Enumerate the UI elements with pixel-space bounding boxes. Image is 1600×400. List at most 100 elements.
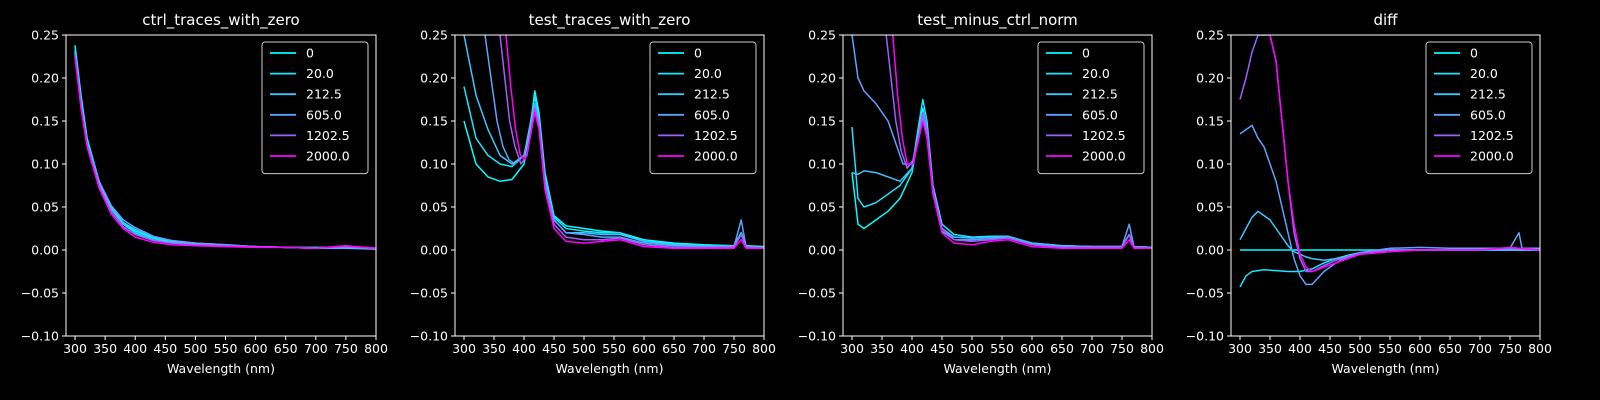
x-axis-label: Wavelength (nm) bbox=[556, 361, 664, 376]
subplot-2: 300 350 400 450 500 550 600 650 700 750 800 0.25 0.2… bbox=[410, 11, 776, 376]
y-tick-label: −0.05 bbox=[410, 286, 448, 301]
subplot-4: 300 350 400 450 500 550 600 650 700 750 800 0.25 0.2… bbox=[1186, 11, 1552, 376]
series-line-2000.0 bbox=[505, 35, 764, 250]
x-tick-label: 800 bbox=[1140, 341, 1164, 356]
x-tick-label: 650 bbox=[662, 341, 686, 356]
y-tick-label: −0.05 bbox=[798, 286, 836, 301]
subplot-3: 300 350 400 450 500 550 600 650 700 750 800 0.25 0.2… bbox=[798, 11, 1164, 376]
y-tick-label: 0.05 bbox=[808, 200, 836, 215]
chart-title: test_traces_with_zero bbox=[529, 11, 691, 30]
legend-label: 1202.5 bbox=[1470, 128, 1514, 143]
y-tick-label: 0.15 bbox=[420, 114, 448, 129]
x-tick-label: 650 bbox=[1050, 341, 1074, 356]
x-tick-label: 350 bbox=[482, 341, 506, 356]
x-tick-label: 400 bbox=[900, 341, 924, 356]
x-tick-label: 600 bbox=[632, 341, 656, 356]
x-tick-label: 600 bbox=[244, 341, 268, 356]
y-tick-label: −0.10 bbox=[798, 329, 836, 344]
series-line-1202.5 bbox=[499, 35, 764, 250]
x-tick-label: 700 bbox=[1080, 341, 1104, 356]
y-tick-label: 0.25 bbox=[1196, 28, 1224, 43]
legend-label: 605.0 bbox=[306, 107, 342, 122]
x-tick-label: 450 bbox=[1318, 341, 1342, 356]
legend-label: 2000.0 bbox=[694, 149, 738, 164]
y-tick-label: 0.15 bbox=[808, 114, 836, 129]
y-tick-label: 0.10 bbox=[808, 157, 836, 172]
y-tick-label: −0.05 bbox=[21, 286, 59, 301]
y-tick-label: 0.20 bbox=[31, 71, 59, 86]
legend-label: 212.5 bbox=[306, 87, 342, 102]
series-group bbox=[851, 35, 1152, 250]
legend-box bbox=[649, 41, 757, 175]
chart-title: ctrl_traces_with_zero bbox=[142, 11, 299, 30]
y-tick-label: 0.00 bbox=[808, 243, 836, 258]
legend: 0 20.0 212.5 605.0 1202.5 2000.0 bbox=[649, 41, 757, 175]
x-tick-label: 500 bbox=[183, 341, 207, 356]
y-tick-label: 0.20 bbox=[808, 71, 836, 86]
x-tick-label: 800 bbox=[752, 341, 776, 356]
legend-label: 605.0 bbox=[1470, 107, 1506, 122]
x-tick-label: 450 bbox=[153, 341, 177, 356]
y-tick-label: −0.05 bbox=[1186, 286, 1224, 301]
x-tick-label: 550 bbox=[990, 341, 1014, 356]
axes-frame bbox=[454, 34, 765, 337]
x-tick-label: 350 bbox=[93, 341, 117, 356]
x-axis-label: Wavelength (nm) bbox=[167, 361, 275, 376]
legend-label: 605.0 bbox=[694, 107, 730, 122]
x-tick-label: 700 bbox=[304, 341, 328, 356]
legend-box bbox=[1425, 41, 1533, 175]
x-tick-label: 750 bbox=[1498, 341, 1522, 356]
subplot-1: 300 350 400 450 500 550 600 650 700 750 800 0.25 0.2… bbox=[21, 11, 388, 376]
legend: 0 20.0 212.5 605.0 1202.5 2000.0 bbox=[1425, 41, 1533, 175]
y-tick-label: 0.15 bbox=[1196, 114, 1224, 129]
x-tick-label: 350 bbox=[870, 341, 894, 356]
x-tick-label: 450 bbox=[542, 341, 566, 356]
x-tick-label: 800 bbox=[1528, 341, 1552, 356]
x-tick-label: 600 bbox=[1408, 341, 1432, 356]
y-tick-label: 0.20 bbox=[1196, 71, 1224, 86]
x-tick-label: 400 bbox=[512, 341, 536, 356]
x-tick-label: 400 bbox=[123, 341, 147, 356]
chart-title: diff bbox=[1373, 11, 1398, 29]
series-group bbox=[463, 35, 764, 250]
legend-label: 212.5 bbox=[694, 87, 730, 102]
legend-label: 1202.5 bbox=[694, 128, 738, 143]
series-line-20.0 bbox=[1239, 249, 1540, 288]
x-tick-label: 600 bbox=[1020, 341, 1044, 356]
series-line-2000.0 bbox=[1269, 35, 1540, 273]
y-tick-label: 0.15 bbox=[31, 114, 59, 129]
legend-label: 212.5 bbox=[1082, 87, 1118, 102]
x-tick-label: 450 bbox=[930, 341, 954, 356]
legend-label: 0 bbox=[306, 46, 314, 61]
x-tick-label: 350 bbox=[1258, 341, 1282, 356]
y-tick-label: 0.20 bbox=[420, 71, 448, 86]
x-tick-label: 800 bbox=[364, 341, 388, 356]
legend: 0 20.0 212.5 605.0 1202.5 2000.0 bbox=[261, 41, 369, 175]
y-tick-label: 0.25 bbox=[420, 28, 448, 43]
x-tick-label: 750 bbox=[1110, 341, 1134, 356]
x-axis-label: Wavelength (nm) bbox=[1332, 361, 1440, 376]
legend-label: 1202.5 bbox=[306, 128, 350, 143]
x-tick-label: 500 bbox=[960, 341, 984, 356]
x-tick-label: 650 bbox=[1438, 341, 1462, 356]
x-tick-label: 700 bbox=[692, 341, 716, 356]
y-tick-label: −0.10 bbox=[21, 329, 59, 344]
y-tick-label: 0.05 bbox=[31, 200, 59, 215]
y-tick-label: 0.05 bbox=[420, 200, 448, 215]
x-tick-label: 300 bbox=[840, 341, 864, 356]
legend-label: 2000.0 bbox=[1470, 149, 1514, 164]
y-tick-label: 0.00 bbox=[420, 243, 448, 258]
x-tick-label: 550 bbox=[1378, 341, 1402, 356]
x-axis-label: Wavelength (nm) bbox=[944, 361, 1052, 376]
y-tick-label: 0.10 bbox=[31, 157, 59, 172]
x-tick-label: 300 bbox=[1228, 341, 1252, 356]
legend-box bbox=[1037, 41, 1145, 175]
series-line-1202.5 bbox=[885, 35, 1152, 250]
x-tick-label: 750 bbox=[722, 341, 746, 356]
series-group bbox=[1239, 35, 1540, 288]
x-tick-label: 300 bbox=[452, 341, 476, 356]
legend-label: 2000.0 bbox=[306, 149, 350, 164]
y-tick-label: 0.25 bbox=[31, 28, 59, 43]
y-tick-label: 0.00 bbox=[1196, 243, 1224, 258]
